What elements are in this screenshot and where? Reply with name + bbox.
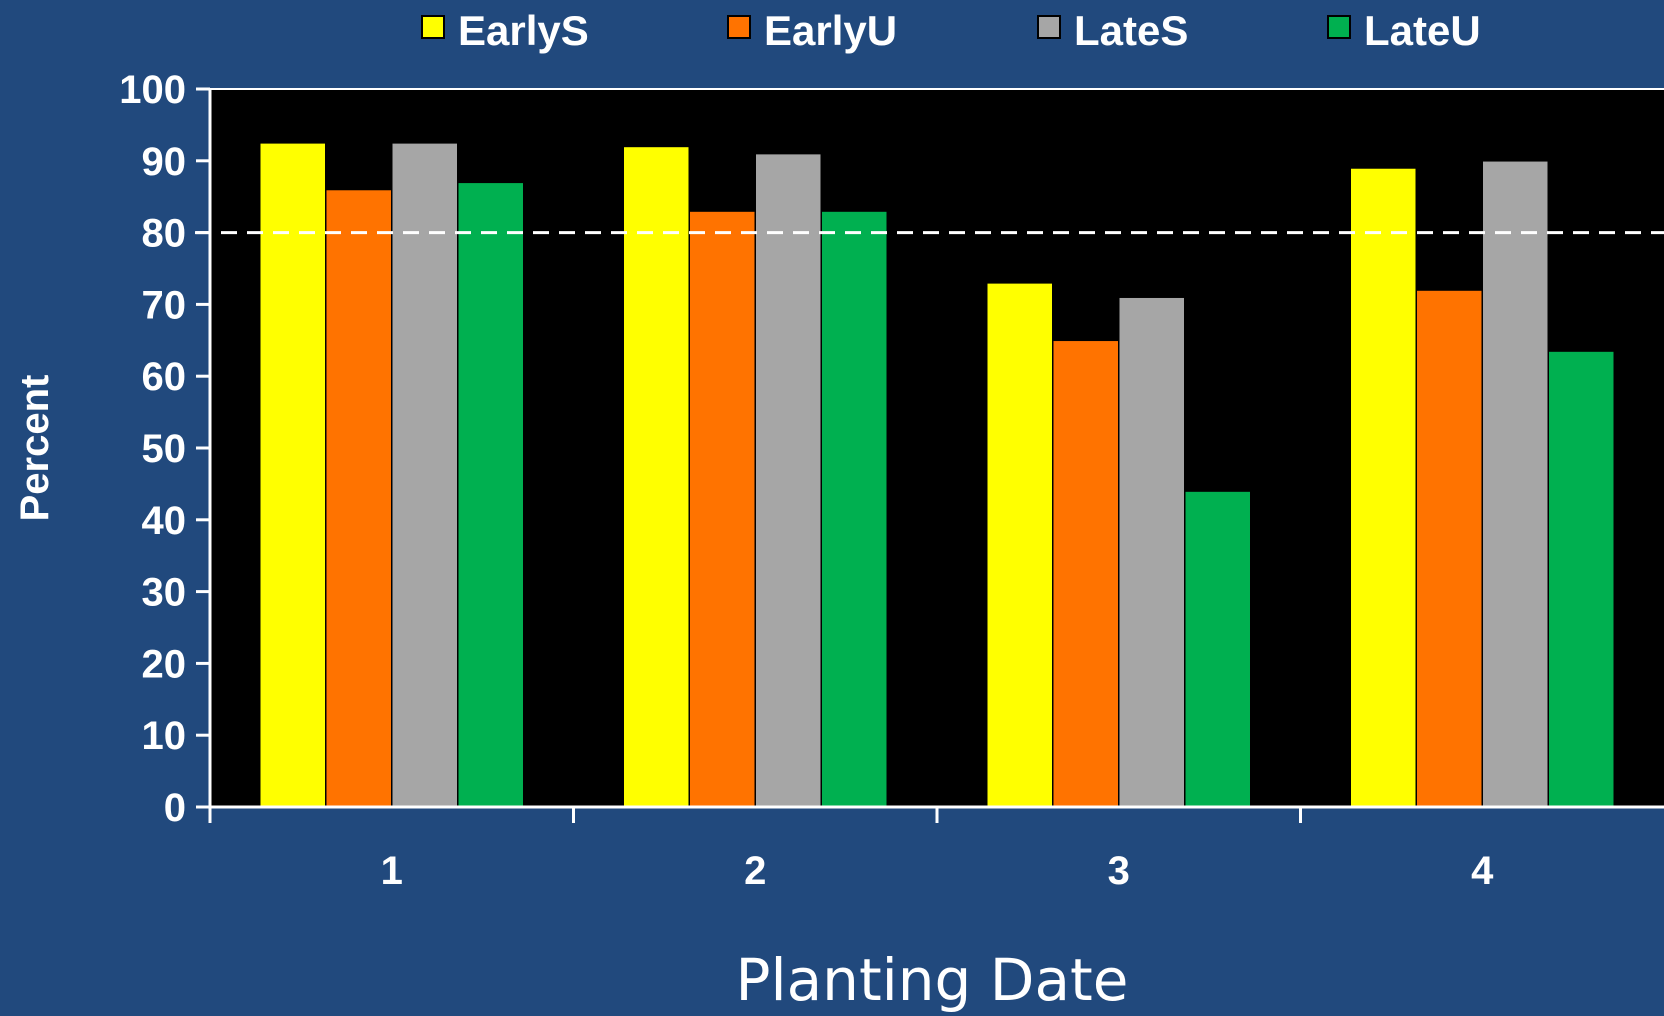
y-tick-label-10: 10 bbox=[142, 714, 187, 758]
legend-label-EarlyS: EarlyS bbox=[458, 7, 589, 54]
x-category-label-2: 2 bbox=[744, 849, 766, 893]
legend-label-LateS: LateS bbox=[1074, 7, 1188, 54]
bar-LateS-2 bbox=[754, 152, 822, 808]
bar-EarlyU-2 bbox=[688, 210, 756, 808]
y-tick-label-70: 70 bbox=[142, 283, 187, 327]
bar-EarlyS-1 bbox=[259, 142, 327, 808]
bar-EarlyU-4 bbox=[1415, 289, 1483, 808]
y-tick-label-80: 80 bbox=[142, 212, 187, 256]
bar-EarlyS-3 bbox=[986, 282, 1054, 808]
x-category-labels: 1 2 3 4 bbox=[381, 849, 1495, 893]
x-axis-title: Planting Date bbox=[736, 946, 1129, 1014]
legend-label-LateU: LateU bbox=[1364, 7, 1481, 54]
legend-swatch-LateU bbox=[1327, 15, 1351, 39]
legend-swatch-EarlyS bbox=[421, 15, 445, 39]
y-tick-label-50: 50 bbox=[142, 427, 187, 471]
bar-EarlyS-4 bbox=[1349, 167, 1417, 808]
y-tick-label-40: 40 bbox=[142, 499, 187, 543]
bar-EarlyS-2 bbox=[622, 145, 690, 808]
y-tick-label-90: 90 bbox=[142, 140, 187, 184]
bar-LateU-1 bbox=[457, 181, 525, 808]
y-tick-label-0: 0 bbox=[164, 786, 186, 830]
y-tick-label-30: 30 bbox=[142, 571, 187, 615]
bar-LateU-3 bbox=[1184, 490, 1252, 808]
bars-group bbox=[259, 142, 1615, 808]
legend-label-EarlyU: EarlyU bbox=[764, 7, 897, 54]
legend-swatch-LateS bbox=[1037, 15, 1061, 39]
bar-LateU-4 bbox=[1547, 350, 1615, 808]
axes-group bbox=[196, 87, 1664, 823]
bar-LateU-2 bbox=[820, 210, 888, 808]
bar-LateS-1 bbox=[391, 142, 459, 808]
bar-EarlyU-1 bbox=[325, 188, 393, 808]
legend-swatch-EarlyU bbox=[727, 15, 751, 39]
bar-LateS-3 bbox=[1118, 296, 1186, 808]
y-axis-title: Percent bbox=[13, 375, 57, 522]
y-tick-label-20: 20 bbox=[142, 642, 187, 686]
legend: EarlyS EarlyU LateS LateU bbox=[421, 7, 1481, 54]
bar-EarlyU-3 bbox=[1052, 339, 1120, 808]
y-tick-label-100: 100 bbox=[119, 68, 186, 112]
x-category-label-1: 1 bbox=[381, 849, 403, 893]
x-category-label-3: 3 bbox=[1108, 849, 1130, 893]
y-tick-labels: 0 10 20 30 40 50 60 70 80 90 100 bbox=[119, 68, 186, 830]
bar-LateS-4 bbox=[1481, 160, 1549, 808]
x-category-label-4: 4 bbox=[1471, 849, 1494, 893]
y-tick-label-60: 60 bbox=[142, 355, 187, 399]
